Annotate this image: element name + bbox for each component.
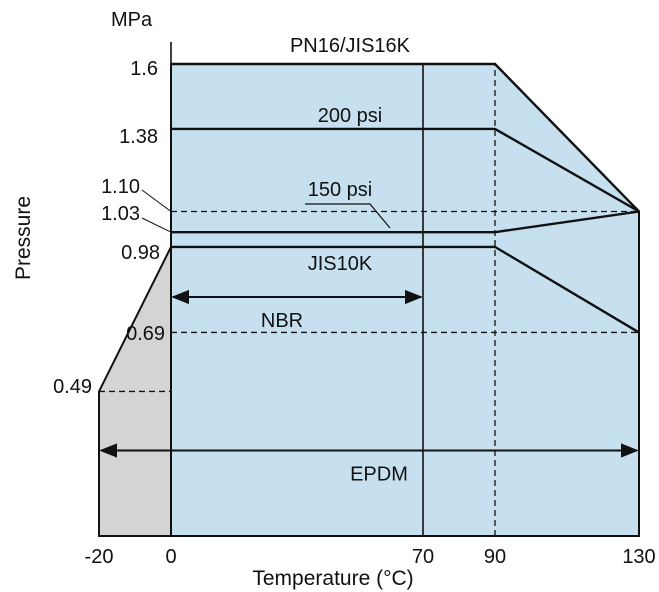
- labels-layer: NBR EPDM PN16/JIS16K 200 psi 150 psi JIS10K 0.…: [53, 35, 656, 568]
- range-label-nbr: NBR: [261, 310, 303, 332]
- y-axis-title: Pressure: [12, 196, 35, 280]
- x-tick-label-130: 130: [622, 546, 655, 568]
- series-line-jis10k: [171, 245, 640, 334]
- series-label-pn16-jis16k: PN16/JIS16K: [290, 35, 411, 57]
- x-tick-label-0: 0: [165, 546, 176, 568]
- series-layer: [171, 62, 640, 334]
- x-tick-label-90: 90: [484, 546, 506, 568]
- leader-line-1-03: [141, 217, 172, 233]
- y-tick-label-1-38: 1.38: [119, 126, 158, 148]
- series-line-200-psi: [171, 127, 640, 213]
- ranges-layer: [99, 289, 639, 458]
- series-label-jis10k: JIS10K: [308, 253, 373, 275]
- y-tick-label-0-69: 0.69: [126, 323, 165, 345]
- series-label-200-psi: 200 psi: [318, 105, 383, 127]
- x-tick-label-70: 70: [412, 546, 434, 568]
- range-label-epdm: EPDM: [350, 463, 408, 485]
- x-tick-label-minus-20: -20: [85, 546, 114, 568]
- y-tick-label-1-6: 1.6: [130, 58, 158, 80]
- series-line-pn16-jis16k: [171, 62, 640, 213]
- leader-line-1-10: [141, 189, 172, 212]
- y-axis-unit: MPa: [111, 9, 153, 31]
- series-line-150-psi: [171, 210, 640, 234]
- y-tick-label-0-49: 0.49: [53, 376, 92, 398]
- leader-line-150-psi: [305, 203, 391, 229]
- y-tick-label-1-03: 1.03: [101, 203, 140, 225]
- y-tick-label-0-98: 0.98: [121, 242, 160, 264]
- y-tick-label-1-10: 1.10: [101, 176, 140, 198]
- x-axis-title: Temperature (°C): [252, 567, 413, 590]
- series-label-150-psi: 150 psi: [308, 179, 373, 201]
